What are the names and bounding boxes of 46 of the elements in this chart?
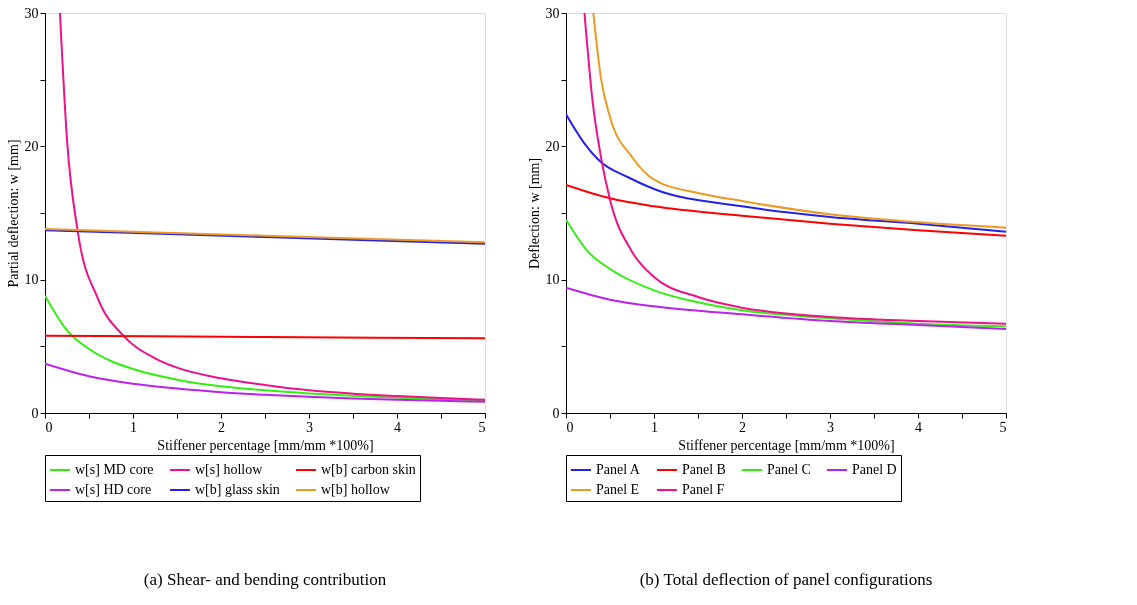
x-tick-label: 0 <box>45 419 53 435</box>
legend-label: Panel C <box>767 462 811 477</box>
x-tick-label: 2 <box>218 419 225 435</box>
text: (a) Shear- and bending contribution <box>143 569 387 589</box>
legend-label: Panel A <box>596 462 641 477</box>
legend-label: w[s] hollow <box>195 462 264 477</box>
y-tick-label: 10 <box>24 272 39 288</box>
legend-label: w[b] hollow <box>321 482 391 497</box>
y-tick-label: 10 <box>545 272 560 288</box>
x-tick-label: 0 <box>566 419 574 435</box>
line-series <box>592 13 1006 229</box>
line-series <box>583 13 1006 325</box>
y-tick-label: 30 <box>24 5 39 21</box>
line-series <box>566 218 1006 328</box>
x-tick-label: 5 <box>999 419 1007 435</box>
x-tick-label: 2 <box>739 419 746 435</box>
y-tick-label: 20 <box>545 138 560 154</box>
x-tick-label: 4 <box>394 419 401 435</box>
legend-label: w[b] carbon skin <box>321 462 416 477</box>
legend-label: w[b] glass skin <box>195 482 280 497</box>
x-axis-title: Stiffener percentage [mm/mm *100%] <box>678 437 895 453</box>
legend-label: Panel D <box>852 462 897 477</box>
y-tick-label: 0 <box>31 405 39 421</box>
legend-label: w[s] MD core <box>75 462 154 477</box>
legend-label: Panel B <box>682 462 726 477</box>
legend-label: w[s] HD core <box>75 482 152 497</box>
x-tick-label: 3 <box>306 419 313 435</box>
line-series <box>566 113 1006 233</box>
legend-label: Panel E <box>596 482 640 497</box>
x-tick-label: 4 <box>915 419 922 435</box>
line-series <box>45 362 485 403</box>
y-tick-label: 0 <box>552 405 560 421</box>
x-axis-title: Stiffener percentage [mm/mm *100%] <box>157 437 374 453</box>
text: (b) Total deflection of panel configurations <box>639 569 933 589</box>
x-tick-label: 5 <box>478 419 486 435</box>
x-tick-label: 1 <box>651 419 658 435</box>
y-tick-label: 30 <box>545 5 560 21</box>
y-axis-title: Deflection: w [mm] <box>526 157 542 270</box>
line-series <box>566 286 1006 330</box>
line-series <box>58 13 485 401</box>
x-tick-label: 1 <box>130 419 137 435</box>
line-series <box>566 184 1006 237</box>
y-tick-label: 20 <box>24 138 39 154</box>
y-axis-title: Partial deflection: w [mm] <box>5 139 21 288</box>
x-tick-label: 3 <box>827 419 834 435</box>
legend-label: Panel F <box>682 482 725 497</box>
